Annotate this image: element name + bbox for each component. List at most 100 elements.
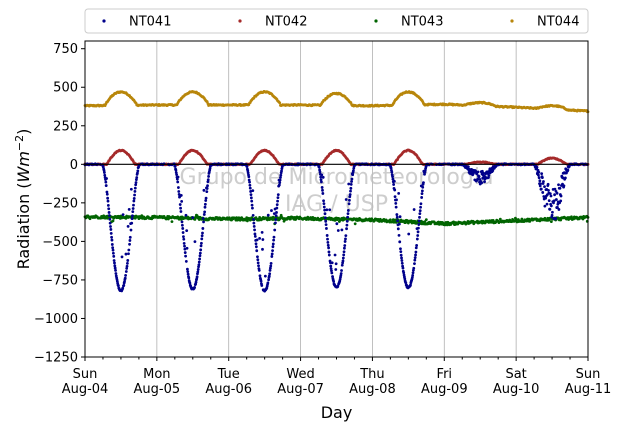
- point-nt041: [280, 169, 283, 173]
- point-nt043: [388, 218, 392, 222]
- point-nt041: [276, 193, 280, 197]
- point-nt041: [198, 254, 202, 258]
- point-nt041: [323, 208, 327, 212]
- point-nt041: [477, 175, 481, 178]
- point-nt041: [466, 165, 470, 169]
- point-nt041: [186, 272, 190, 276]
- point-nt041: [322, 205, 326, 209]
- point-nt041: [323, 212, 327, 216]
- point-nt041: [250, 199, 254, 203]
- point-nt041: [343, 246, 346, 250]
- point-nt041: [551, 210, 554, 214]
- point-nt041: [342, 253, 346, 257]
- watermark-text: Grupo de Micrometeorologia: [180, 165, 494, 190]
- point-nt041: [179, 210, 183, 213]
- point-nt041: [547, 199, 551, 203]
- point-nt041: [323, 216, 327, 220]
- point-nt041: [547, 189, 550, 192]
- point-nt041: [256, 258, 260, 262]
- point-nt041: [343, 244, 347, 247]
- point-nt041: [404, 281, 408, 285]
- point-nt041: [559, 194, 563, 198]
- point-nt041: [330, 269, 333, 273]
- point-nt041: [132, 197, 136, 200]
- point-nt041: [124, 273, 127, 277]
- point-nt041: [254, 242, 258, 246]
- point-nt041: [106, 199, 110, 203]
- point-nt041: [105, 177, 108, 180]
- point-nt041: [178, 203, 182, 206]
- point-nt041: [203, 202, 207, 206]
- point-nt041: [132, 203, 135, 207]
- point-nt041: [208, 167, 212, 170]
- point-nt041: [487, 176, 490, 179]
- point-nt041: [417, 226, 420, 230]
- point-nt041: [328, 208, 332, 212]
- point-nt041: [201, 227, 205, 230]
- point-nt041: [206, 178, 210, 182]
- point-nt041: [402, 271, 406, 275]
- point-nt041: [199, 248, 203, 252]
- point-nt041: [271, 242, 275, 246]
- point-nt041: [200, 237, 204, 241]
- point-nt041: [563, 176, 567, 180]
- point-nt041: [126, 262, 129, 265]
- point-nt041: [258, 236, 262, 240]
- point-nt041: [277, 183, 281, 187]
- point-nt041: [184, 254, 188, 258]
- legend-marker-nt041: [102, 19, 106, 23]
- point-nt041: [103, 173, 107, 177]
- point-nt043: [333, 218, 337, 222]
- point-nt041: [330, 261, 334, 265]
- legend-label-nt041: NT041: [129, 15, 171, 30]
- point-nt041: [109, 228, 113, 231]
- point-nt041: [133, 190, 137, 193]
- point-nt041: [104, 184, 108, 187]
- x-tick-label-date: Aug-10: [493, 382, 540, 397]
- point-nt041: [326, 243, 330, 247]
- point-nt041: [271, 249, 274, 253]
- point-nt041: [197, 263, 201, 267]
- point-nt041: [545, 202, 549, 206]
- point-nt041: [188, 281, 192, 285]
- point-nt041: [334, 268, 338, 271]
- point-nt041: [324, 219, 328, 223]
- point-nt041: [418, 215, 421, 219]
- point-nt041: [403, 277, 407, 281]
- point-nt041: [321, 175, 325, 179]
- point-nt041: [251, 189, 255, 193]
- point-nt041: [201, 217, 205, 220]
- point-nt041: [330, 271, 334, 275]
- point-nt041: [347, 202, 351, 206]
- point-nt041: [344, 237, 347, 241]
- point-nt043: [279, 213, 283, 217]
- y-tick-label: −500: [42, 235, 78, 250]
- point-nt041: [482, 171, 485, 175]
- point-nt041: [416, 230, 420, 234]
- point-nt041: [182, 237, 186, 241]
- point-nt041: [121, 213, 125, 216]
- point-nt041: [257, 264, 260, 268]
- point-nt041: [267, 278, 270, 282]
- y-tick-label: 250: [53, 119, 78, 134]
- point-nt041: [113, 266, 117, 270]
- point-nt041: [203, 210, 207, 214]
- point-nt041: [329, 267, 333, 271]
- y-axis-label: Radiation (Wm−2): [13, 129, 33, 270]
- legend-box: [84, 8, 589, 34]
- x-tick-label-weekday: Sun: [576, 367, 601, 382]
- point-nt041: [327, 253, 331, 257]
- point-nt041: [124, 270, 128, 273]
- y-axis-label-main: Radiation (: [14, 182, 33, 269]
- point-nt041: [179, 206, 182, 210]
- point-nt041: [248, 186, 252, 190]
- point-nt041: [133, 193, 136, 197]
- point-nt041: [320, 180, 323, 184]
- point-nt041: [351, 173, 355, 177]
- point-nt043: [353, 222, 357, 226]
- point-nt041: [395, 198, 398, 202]
- point-nt041: [397, 192, 401, 195]
- point-nt041: [107, 211, 111, 214]
- point-nt041: [417, 223, 421, 226]
- point-nt041: [480, 181, 484, 185]
